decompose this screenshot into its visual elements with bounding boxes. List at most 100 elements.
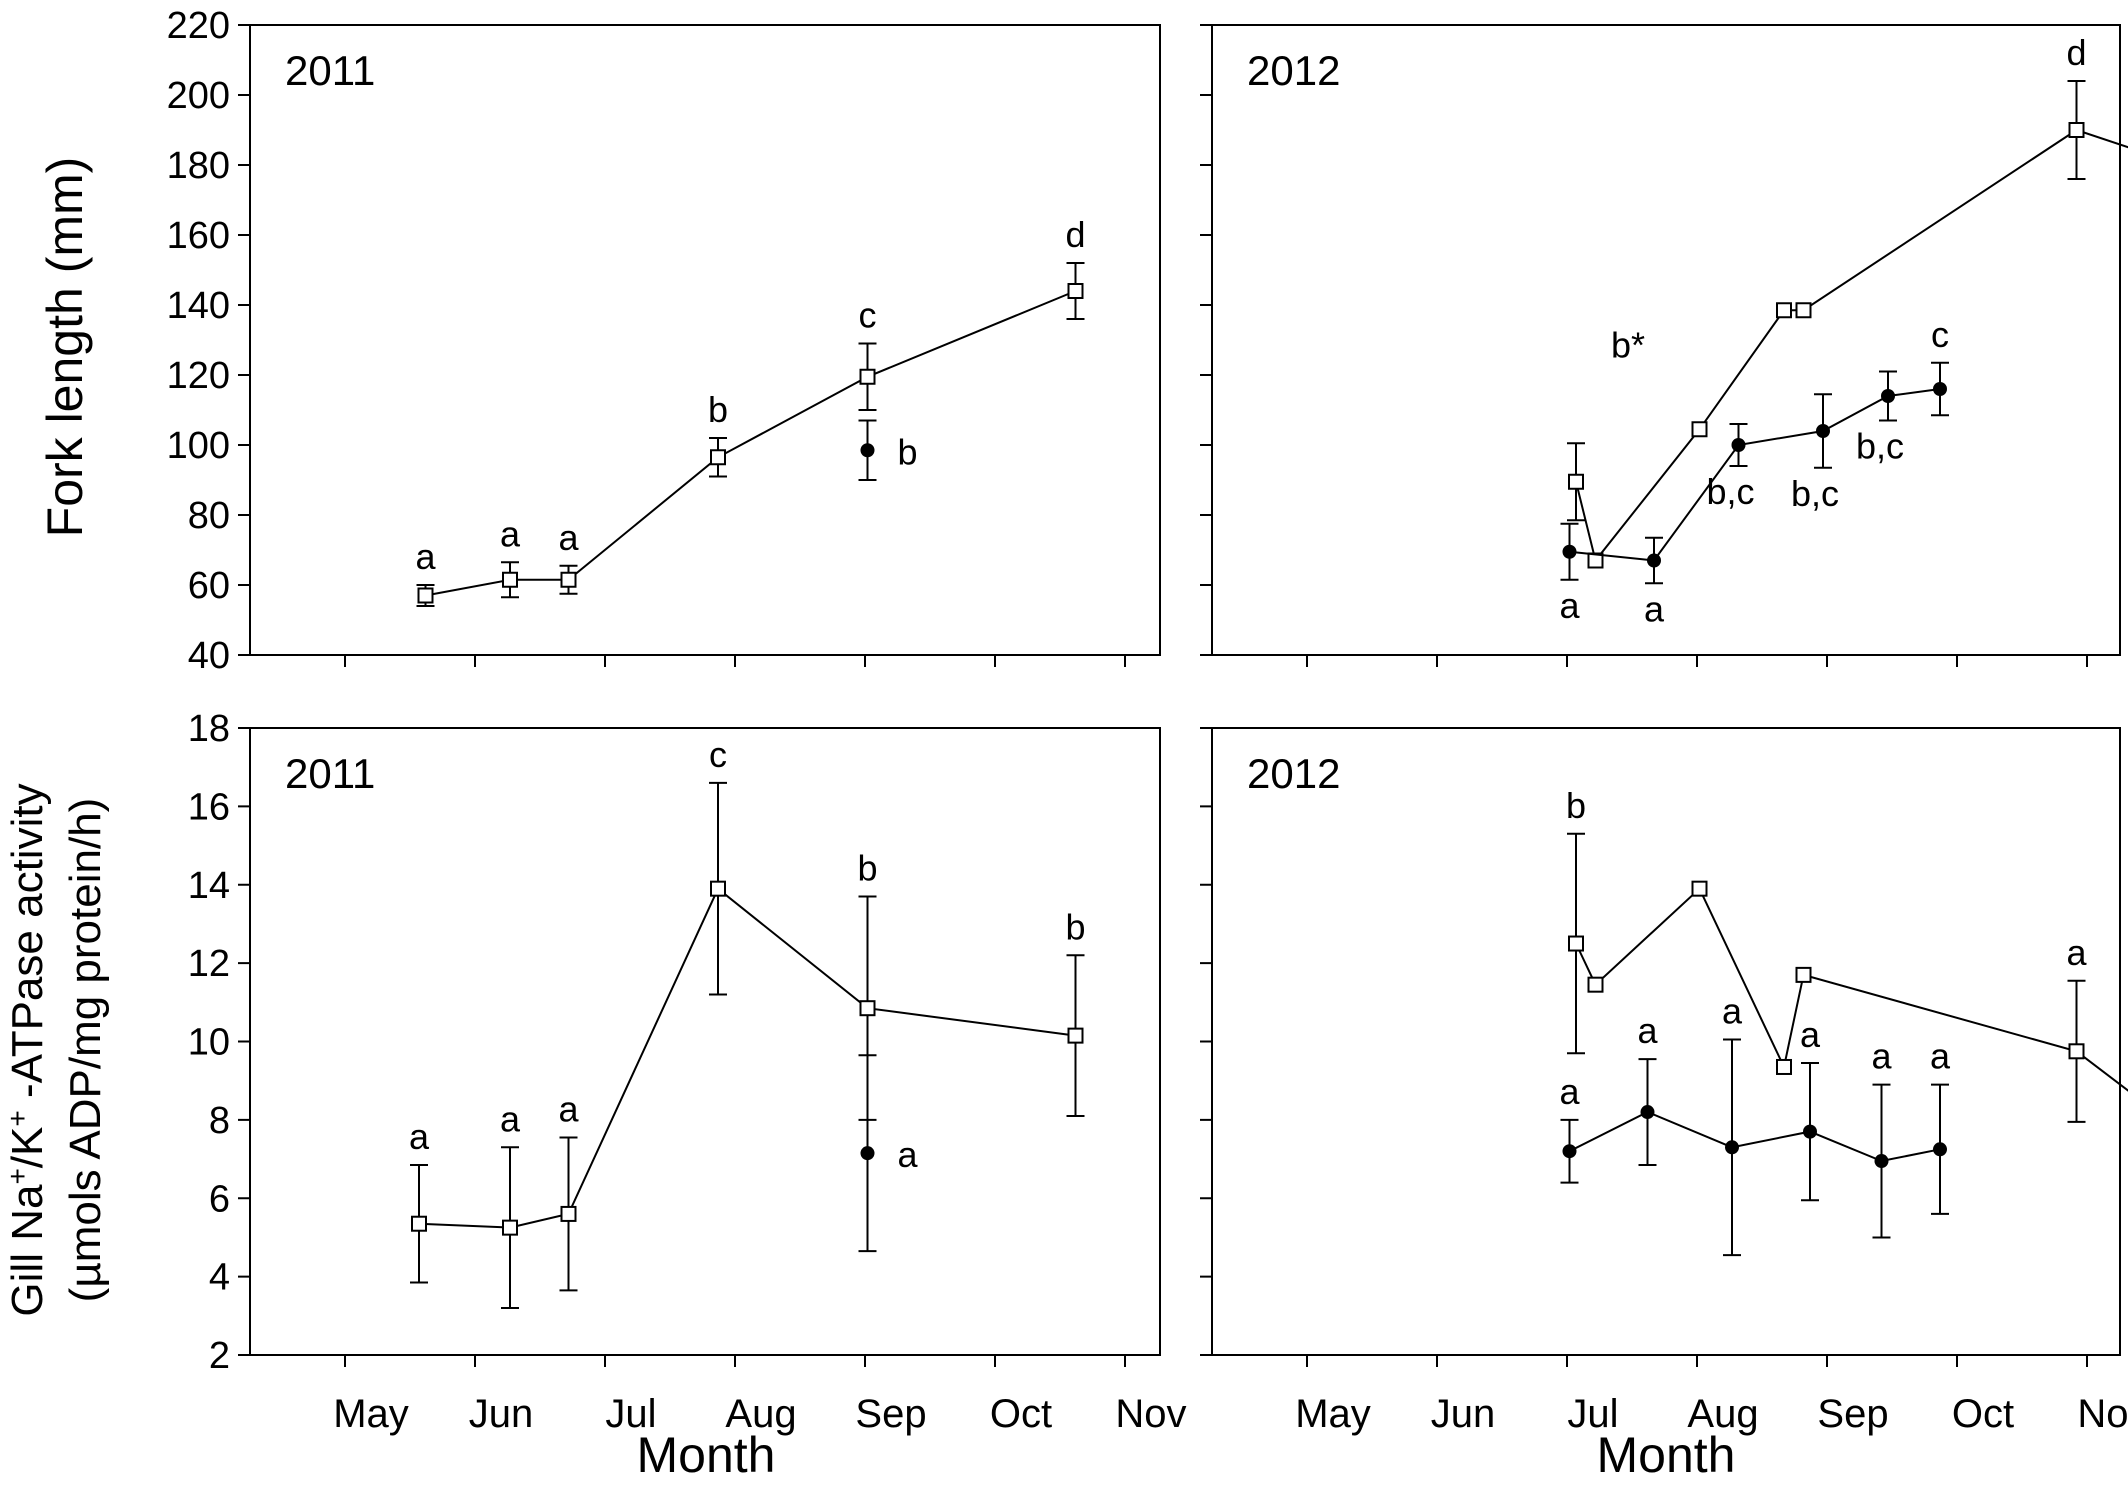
y-tick-label: 60 [188,565,230,607]
series-line [418,887,1076,1229]
x-tick-label: Sep [855,1392,926,1436]
data-point-circle [1562,544,1577,559]
panel-year-label: 2012 [1247,47,1340,94]
significance-label: a [898,1134,919,1175]
data-point-square [1691,880,1708,897]
x-axis-title-left: Month [637,1427,776,1483]
y-tick-label: 180 [167,145,230,187]
significance-label: a [1559,1071,1580,1112]
x-tick-label: Jun [469,1392,534,1436]
data-point-square [411,1215,427,1232]
y-tick-label: 120 [167,355,230,397]
x-tick-label: May [333,1392,409,1436]
significance-label: a [500,1098,521,1139]
y-tick-label: 8 [209,1100,230,1142]
panel-year-label: 2012 [1247,750,1340,797]
y-tick-label: 200 [167,75,230,117]
chart-panel-bottom-left: 2 4 6 8 10 12 14 16 18 May Jun Jul Aug Sep Oct Nov 2011 a… [188,708,1187,1436]
significance-label: b [708,389,728,430]
data-point-circle [1725,1140,1739,1155]
data-point-square [1776,302,1792,319]
y-tick-label: 12 [188,943,230,985]
chart-panel-bottom-right: MayJunJulAugSepOctNov2012baaaaaaaa [1200,727,2128,1436]
data-point-circle [1640,1105,1655,1120]
annotation-label: b* [1611,325,1645,366]
series-line [425,290,1076,597]
data-point-square [710,449,726,466]
y-tick-label: 100 [167,425,230,467]
plot-frame [249,727,1161,1356]
y-tick-label: 10 [188,1022,230,1064]
data-point-circle [1731,438,1746,452]
y-axis-title-bottom-line1: Gill Na+/K+ -ATPase activity [2,783,53,1316]
significance-label: c [859,295,877,336]
significance-label: a [2066,932,2087,973]
data-point-square [560,1205,577,1222]
y-tick-label: 220 [167,5,230,47]
data-point-circle [860,1146,875,1161]
data-point-circle [1881,389,1895,403]
data-point-circle [1803,1124,1817,1139]
y-tick-label: 16 [188,786,230,828]
significance-label: a [1637,1010,1658,1051]
plot-frame [1211,727,2121,1356]
panel-year-label: 2011 [285,750,375,797]
data-point-square [1568,473,1584,490]
data-point-circle [1874,1154,1889,1169]
data-point-square [1776,1058,1792,1075]
x-tick-label: Jul [605,1392,656,1436]
plot-frame [249,24,1161,656]
y-axis-title-top: Fork length (mm) [37,157,93,538]
x-tick-label: Oct [990,1392,1052,1436]
x-tick-label: Nov [2077,1392,2128,1436]
data-point-square [1691,421,1708,438]
data-point-square [859,1000,876,1017]
significance-label: a [1644,588,1665,629]
series-line [1569,1110,1941,1163]
significance-label: a [1722,991,1743,1032]
significance-label: b [898,431,918,472]
significance-label: a [1559,585,1580,626]
y-tick-label: 80 [188,495,230,537]
data-point-square [417,587,434,604]
x-tick-label: Jul [1567,1392,1618,1436]
data-point-square [560,571,577,588]
data-point-circle [860,443,875,458]
data-point-square [1795,966,1812,983]
x-tick-label: Aug [1687,1392,1758,1436]
data-point-square [2068,122,2085,138]
significance-label: b [1566,785,1586,826]
panel-year-label: 2011 [285,47,375,94]
data-point-square [1568,935,1584,952]
significance-label: a [500,513,521,554]
data-point-square [1587,976,1604,993]
significance-label: a [558,1089,579,1130]
significance-label: b,c [1791,473,1839,514]
y-tick-label: 18 [188,708,230,750]
x-axis-title-right: Month [1597,1427,1736,1483]
significance-label: a [1800,1014,1821,1055]
x-tick-label: Nov [1115,1392,1186,1436]
data-point-circle [1933,1142,1947,1157]
data-point-square [710,880,726,897]
significance-label: c [709,734,727,775]
y-tick-label: 40 [188,635,230,677]
y-tick-label: 160 [167,215,230,257]
data-point-circle [1562,1144,1577,1159]
data-point-square [859,368,876,385]
x-tick-label: Oct [1952,1392,2014,1436]
data-point-circle [1933,382,1947,396]
data-point-circle [1816,424,1830,438]
data-point-square [502,1219,518,1236]
x-tick-label: Aug [725,1392,796,1436]
plot-frame [1211,24,2121,656]
significance-label: d [2066,32,2086,73]
series-line [1575,128,2128,563]
significance-label: a [409,1116,430,1157]
y-tick-label: 14 [188,865,230,907]
significance-label: a [1930,1036,1951,1077]
y-tick-label: 2 [209,1335,230,1377]
significance-label: a [558,517,579,558]
